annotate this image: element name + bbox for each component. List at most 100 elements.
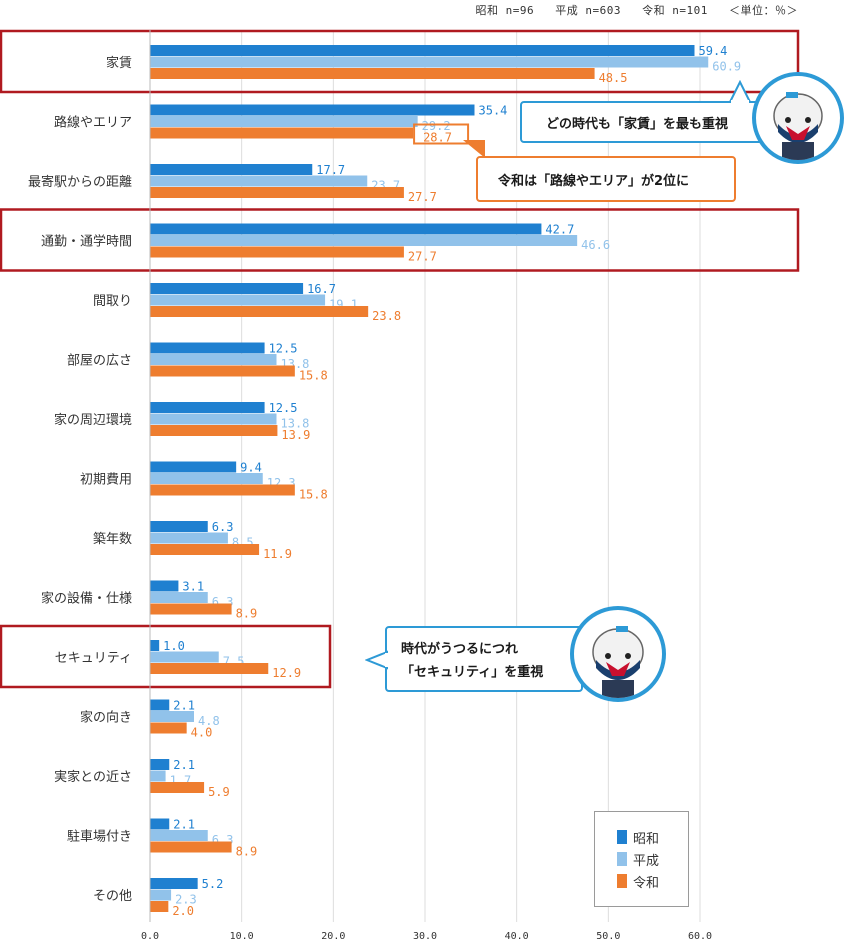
- data-label-reiwa: 12.9: [272, 666, 301, 680]
- data-label-reiwa: 8.9: [236, 845, 258, 859]
- data-label-heisei: 46.6: [581, 238, 610, 252]
- x-tick-label: 30.0: [413, 931, 437, 941]
- heisei-sample-size: 平成 n=603: [555, 4, 621, 17]
- callout-route-text: 令和は「路線やエリア」が2位に: [498, 173, 690, 189]
- bar-reiwa: [150, 663, 269, 674]
- category-label: 部屋の広さ: [67, 354, 132, 369]
- highlight-box: [0, 208, 800, 272]
- category-label: 路線やエリア: [54, 115, 132, 131]
- bar-heisei: [150, 830, 208, 841]
- legend-item-shouwa: 昭和: [595, 826, 688, 848]
- bar-shouwa: [150, 164, 313, 175]
- data-label-shouwa: 12.5: [269, 342, 298, 356]
- category-label: 家の設備・仕様: [41, 591, 132, 607]
- data-label-shouwa: 35.4: [479, 104, 508, 118]
- bar-shouwa: [150, 402, 265, 413]
- bar-reiwa: [150, 603, 232, 615]
- category-label: 家の向き: [80, 710, 132, 726]
- category-label: その他: [93, 889, 132, 904]
- data-label-reiwa: 15.8: [299, 488, 328, 502]
- bar-reiwa: [150, 841, 232, 853]
- chart-header: 昭和 n=96 平成 n=603 令和 n=101 ＜単位：％＞: [462, 2, 799, 18]
- bar-heisei: [150, 889, 172, 901]
- data-label-shouwa: 2.1: [173, 758, 195, 772]
- callout-security: 時代がうつるにつれ 「セキュリティ」を重視: [385, 626, 583, 692]
- bar-reiwa: [150, 306, 369, 317]
- bar-shouwa: [150, 461, 237, 473]
- callout-rent: どの時代も「家賃」を最も重視: [520, 101, 782, 143]
- legend: 昭和 平成 令和: [594, 811, 689, 907]
- bar-shouwa: [150, 342, 265, 354]
- callout-security-pointer: [365, 650, 389, 670]
- data-label-reiwa: 8.9: [236, 607, 258, 621]
- highlight-box: [0, 624, 332, 689]
- bar-reiwa: [150, 782, 205, 793]
- legend-swatch-shouwa: [617, 830, 627, 844]
- category-label: 家賃: [106, 55, 132, 71]
- data-label-shouwa: 9.4: [240, 461, 262, 475]
- bar-reiwa: [150, 246, 404, 258]
- bar-heisei: [150, 711, 194, 722]
- category-label: 家の周辺環境: [54, 412, 132, 428]
- x-tick-label: 40.0: [505, 931, 529, 941]
- bar-heisei: [150, 354, 277, 365]
- mascot-avatar-bottom: [570, 606, 666, 702]
- category-label: 通勤・通学時間: [41, 234, 132, 250]
- category-label: 実家との近さ: [54, 769, 132, 785]
- bar-heisei: [150, 413, 277, 425]
- bar-heisei: [150, 116, 418, 127]
- data-label-shouwa: 16.7: [307, 282, 336, 296]
- bar-shouwa: [150, 699, 170, 711]
- bar-reiwa: [150, 901, 169, 912]
- x-tick-label: 10.0: [230, 931, 254, 941]
- data-label-shouwa: 6.3: [212, 520, 234, 534]
- legend-swatch-heisei: [617, 852, 627, 866]
- bar-reiwa: [150, 484, 295, 496]
- legend-label-reiwa: 令和: [633, 875, 660, 891]
- bar-shouwa: [150, 759, 170, 770]
- bar-heisei: [150, 175, 368, 187]
- data-label-reiwa: 5.9: [208, 785, 230, 799]
- bar-shouwa: [150, 223, 542, 235]
- category-label: 最寄駅からの距離: [28, 174, 132, 190]
- data-label-heisei: 60.9: [712, 60, 741, 74]
- data-label-reiwa: 2.0: [172, 904, 194, 918]
- bar-shouwa: [150, 104, 475, 116]
- callout-route-pointer: [463, 140, 485, 158]
- data-label-shouwa: 1.0: [163, 639, 185, 653]
- data-label-shouwa: 17.7: [316, 163, 345, 177]
- legend-label-heisei: 平成: [633, 853, 660, 869]
- data-label-reiwa: 15.8: [299, 369, 328, 383]
- bar-shouwa: [150, 878, 198, 889]
- bar-heisei: [150, 235, 578, 246]
- data-label-reiwa: 23.8: [372, 309, 401, 323]
- reiwa-sample-size: 令和 n=101: [642, 4, 708, 17]
- data-label-heisei: 13.8: [281, 417, 310, 431]
- bar-heisei: [150, 770, 166, 782]
- data-label-shouwa: 59.4: [699, 44, 728, 58]
- category-label: 間取り: [93, 294, 132, 309]
- data-label-shouwa: 42.7: [545, 223, 574, 237]
- bar-reiwa: [150, 425, 278, 436]
- bar-shouwa: [150, 818, 170, 830]
- data-label-reiwa: 27.7: [408, 250, 437, 264]
- bar-reiwa: [150, 127, 414, 139]
- data-label-reiwa: 11.9: [263, 547, 292, 561]
- bar-reiwa: [150, 722, 187, 734]
- bar-heisei: [150, 592, 208, 603]
- bar-shouwa: [150, 45, 695, 56]
- legend-item-reiwa: 令和: [595, 870, 688, 892]
- x-tick-label: 60.0: [688, 931, 712, 941]
- category-label: セキュリティ: [55, 651, 132, 666]
- category-label: 築年数: [93, 532, 132, 547]
- unit-label: ＜単位：％＞: [729, 4, 798, 17]
- data-label-heisei: 4.8: [198, 714, 220, 728]
- callout-rent-text: どの時代も「家賃」を最も重視: [546, 116, 729, 132]
- data-label-shouwa: 2.1: [173, 699, 195, 713]
- bar-shouwa: [150, 283, 304, 294]
- bar-heisei: [150, 294, 326, 306]
- bar-reiwa: [150, 68, 595, 79]
- data-label-highlight-box: [413, 123, 470, 145]
- legend-swatch-reiwa: [617, 874, 627, 888]
